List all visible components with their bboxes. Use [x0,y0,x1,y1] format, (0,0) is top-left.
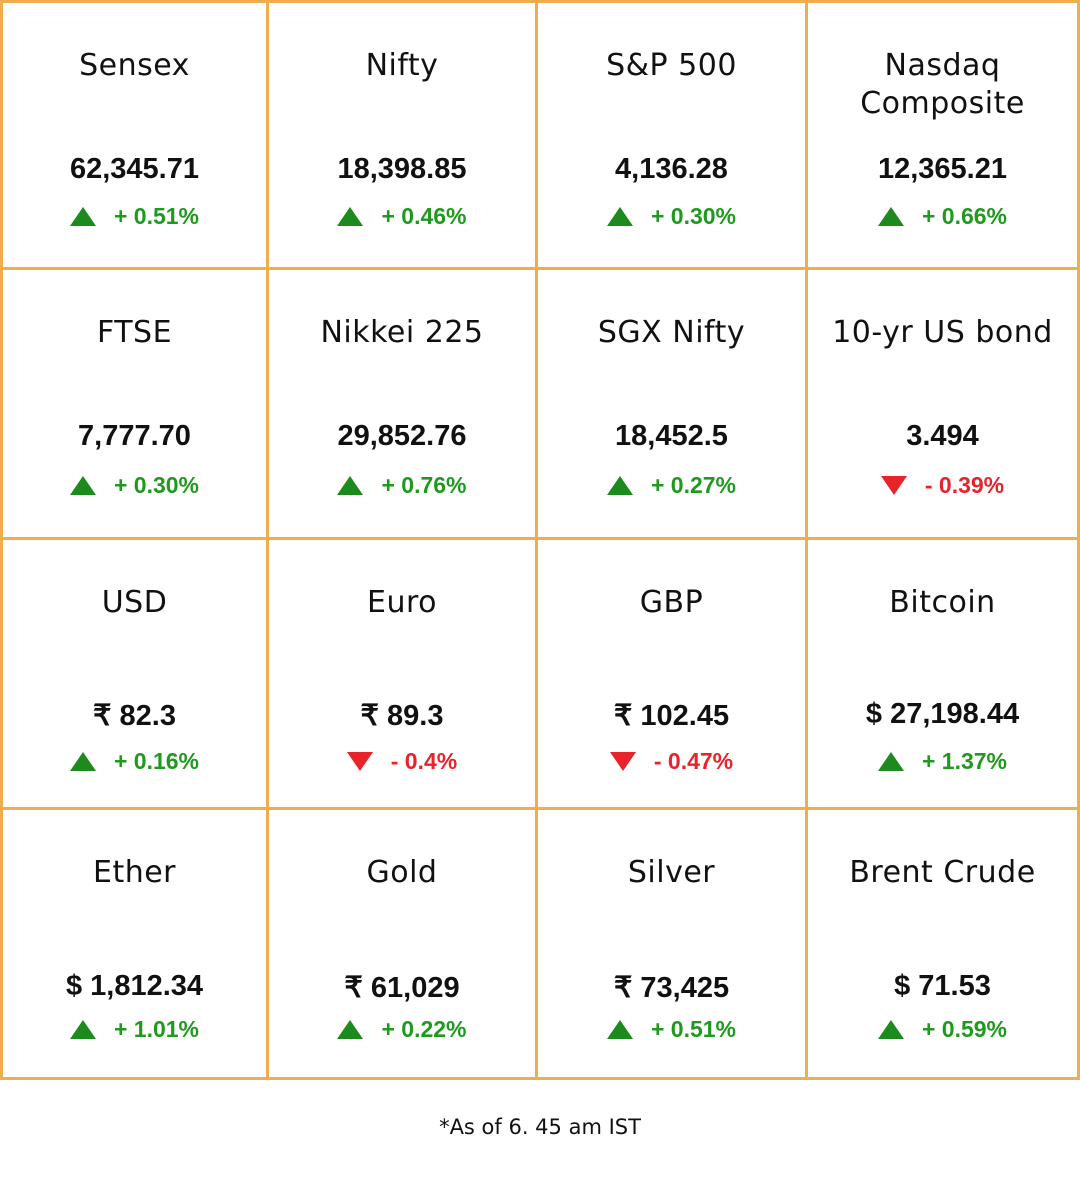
tile-change: + 0.51% [538,1016,805,1043]
tile-change-percent: + 0.27% [650,472,737,498]
tile-name: Nifty [365,48,439,83]
triangle-up-icon [877,752,904,771]
tile-name: S&P 500 [606,48,737,83]
tile-change-percent: - 0.39% [924,472,1005,498]
tile-us-bond: 10-yr US bond 3.494 - 0.39% [808,270,1077,540]
tile-value: 29,852.76 [337,420,467,452]
tile-name: 10-yr US bond [832,315,1053,350]
tile-name: Euro [367,585,437,620]
tile-sp500: S&P 500 4,136.28 + 0.30% [538,3,808,270]
triangle-down-icon [880,476,907,495]
tile-change: + 0.76% [269,472,535,499]
tile-value: 4,136.28 [615,153,728,185]
tile-name: Ether [92,855,177,890]
tile-change-percent: - 0.47% [653,748,734,774]
timestamp-footnote: *As of 6. 45 am IST [439,1115,641,1139]
tile-name: Sensex [79,48,190,83]
tile-value: ₹ 61,029 [344,972,460,1004]
tile-change-percent: + 0.76% [381,472,467,498]
tile-name: SGX Nifty [597,315,746,350]
tile-brent-crude: Brent Crude $ 71.53 + 0.59% [808,810,1077,1077]
tile-change: + 0.51% [3,203,266,230]
tile-nifty: Nifty 18,398.85 + 0.46% [269,3,538,270]
tile-name: GBP [639,585,704,620]
tile-name: FTSE [96,315,173,350]
triangle-up-icon [606,476,633,495]
tile-change-percent: + 0.16% [113,748,200,774]
tile-name: Brent Crude [849,855,1036,890]
tile-change-percent: - 0.4% [390,748,458,774]
tile-value: ₹ 82.3 [93,700,176,732]
tile-change: + 1.01% [3,1016,266,1043]
tile-change: + 1.37% [808,748,1077,775]
tile-change: + 0.27% [538,472,805,499]
triangle-up-icon [69,752,96,771]
tile-change-percent: + 0.51% [113,203,200,229]
tile-bitcoin: Bitcoin $ 27,198.44 + 1.37% [808,540,1077,810]
tile-value: ₹ 73,425 [613,972,730,1004]
triangle-up-icon [877,207,904,226]
tile-silver: Silver ₹ 73,425 + 0.51% [538,810,808,1077]
tile-change-percent: + 0.59% [921,1016,1008,1042]
tile-change: + 0.30% [3,472,266,499]
tile-ftse: FTSE 7,777.70 + 0.30% [3,270,269,540]
triangle-up-icon [877,1020,904,1039]
tile-value: 18,452.5 [615,420,728,452]
tile-value: 12,365.21 [877,153,1007,185]
tile-change: + 0.59% [808,1016,1077,1043]
tile-name: Bitcoin [889,585,996,620]
tile-value: 18,398.85 [337,153,467,185]
tile-change-percent: + 0.30% [113,472,200,498]
tile-change-percent: + 1.37% [921,748,1008,774]
tile-value: 3.494 [906,420,979,452]
triangle-up-icon [69,1020,96,1039]
tile-value: $ 71.53 [894,970,991,1002]
triangle-up-icon [69,207,96,226]
tile-change-percent: + 0.46% [381,203,467,229]
tile-change: - 0.39% [808,472,1077,499]
tile-ether: Ether $ 1,812.34 + 1.01% [3,810,269,1077]
tile-name: Silver [627,855,716,890]
tile-sensex: Sensex 62,345.71 + 0.51% [3,3,269,270]
triangle-down-icon [346,752,373,771]
tile-name: Nasdaq Composite [860,48,1025,121]
tile-value: 62,345.71 [69,153,199,185]
tile-value: ₹ 102.45 [613,700,730,732]
tile-change-percent: + 0.66% [921,203,1008,229]
tile-change-percent: + 0.30% [650,203,737,229]
tile-change-percent: + 1.01% [113,1016,200,1042]
triangle-down-icon [609,752,636,771]
tile-name: Nikkei 225 [320,315,484,350]
tile-name: Gold [366,855,438,890]
tile-nasdaq: Nasdaq Composite 12,365.21 + 0.66% [808,3,1077,270]
tile-change: - 0.4% [269,748,535,775]
tile-gbp: GBP ₹ 102.45 - 0.47% [538,540,808,810]
tile-change: + 0.16% [3,748,266,775]
tile-euro: Euro ₹ 89.3 - 0.4% [269,540,538,810]
tile-sgx-nifty: SGX Nifty 18,452.5 + 0.27% [538,270,808,540]
triangle-up-icon [337,207,364,226]
tile-usd: USD ₹ 82.3 + 0.16% [3,540,269,810]
tile-value: $ 1,812.34 [65,970,204,1002]
tile-change: + 0.66% [808,203,1077,230]
triangle-up-icon [69,476,96,495]
triangle-up-icon [606,1020,633,1039]
tile-value: $ 27,198.44 [865,698,1020,730]
triangle-up-icon [606,207,633,226]
tile-gold: Gold ₹ 61,029 + 0.22% [269,810,538,1077]
tile-nikkei: Nikkei 225 29,852.76 + 0.76% [269,270,538,540]
tile-change: + 0.22% [269,1016,535,1043]
tile-change: + 0.30% [538,203,805,230]
tile-change-percent: + 0.22% [381,1016,467,1042]
tile-value: ₹ 89.3 [360,700,444,732]
tile-change: + 0.46% [269,203,535,230]
tile-name: USD [101,585,168,620]
triangle-up-icon [337,1020,364,1039]
tile-value: 7,777.70 [78,420,191,452]
market-tiles-grid: Sensex 62,345.71 + 0.51% Nifty 18,398.85… [0,0,1080,1080]
triangle-up-icon [337,476,364,495]
tile-change: - 0.47% [538,748,805,775]
tile-change-percent: + 0.51% [650,1016,737,1042]
